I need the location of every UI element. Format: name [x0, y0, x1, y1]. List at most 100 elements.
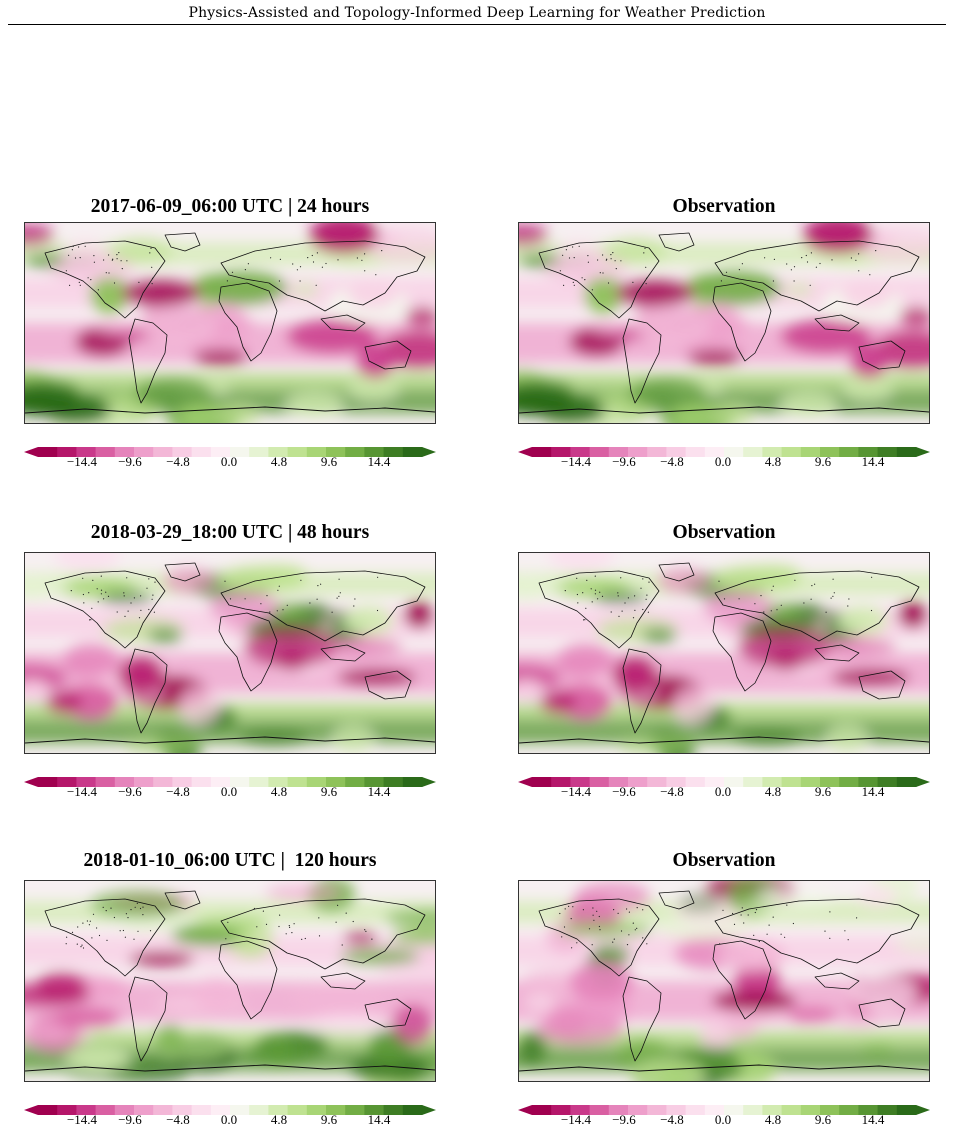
field-blob: [163, 567, 217, 595]
field-blob: [802, 223, 874, 254]
field-blob: [857, 886, 898, 906]
running-head-rule: [8, 24, 946, 25]
colorbar-tick-label: 14.4: [367, 784, 391, 799]
colorbar-tick-label: −9.6: [118, 1112, 142, 1127]
coastline-dot: [725, 271, 728, 273]
colorbar-segment: [685, 777, 706, 787]
coastline-dot: [299, 266, 302, 268]
coastline-dot: [636, 907, 638, 909]
coastline-dot: [722, 909, 724, 911]
coastline-dot: [97, 289, 99, 291]
coastline-dot: [301, 938, 303, 940]
coastline-dot: [869, 274, 871, 276]
coastline-dot: [90, 619, 92, 621]
coastline-dot: [320, 583, 322, 585]
coastline-dot: [640, 587, 642, 589]
coastline-dot: [113, 916, 115, 919]
coastline-dot: [850, 257, 852, 259]
coastline-dot: [576, 593, 578, 596]
colorbar-segment: [628, 447, 648, 457]
colorbar-extend-min: [518, 447, 532, 457]
coastline-dot: [127, 610, 129, 612]
coastline-dot: [311, 254, 313, 257]
coastline-dot: [793, 266, 796, 268]
coastline-dot: [111, 259, 113, 261]
field-blob: [657, 567, 711, 595]
coastline-dot: [758, 940, 760, 943]
colorbar-tick-label: −9.6: [612, 1112, 636, 1127]
field-blob: [701, 1017, 732, 1053]
map-field-svg: [519, 553, 929, 753]
colorbar-segment: [95, 447, 116, 457]
coastline-dot: [627, 597, 629, 599]
coastline-dot: [743, 922, 745, 924]
coastline-dot: [244, 269, 246, 271]
field-band: [25, 373, 435, 389]
coastline-dot: [858, 253, 860, 255]
coastline-dot: [642, 937, 644, 939]
coastline-dot: [594, 575, 596, 577]
field-blob: [673, 686, 715, 724]
colorbar-segment: [877, 777, 898, 787]
coastline-dot: [594, 593, 596, 595]
coastline: [320, 314, 366, 332]
colorbar-tick-label: −14.4: [66, 1112, 98, 1127]
coastline-dot: [68, 254, 70, 256]
colorbar-tick-label: 4.8: [764, 1112, 782, 1127]
coastline-dot: [154, 581, 156, 583]
coastline-dot: [134, 906, 136, 908]
coastline-dot: [606, 258, 608, 260]
coastline-dot: [793, 280, 795, 282]
coastline-dot: [152, 594, 154, 596]
coastline-dot: [224, 580, 226, 582]
colorbar-tick-label: 9.6: [814, 784, 832, 799]
coastline: [858, 998, 906, 1028]
colorbar-segment: [589, 447, 610, 457]
coastline-dot: [594, 589, 597, 591]
coastline-dot: [299, 280, 301, 282]
field-blob: [285, 392, 344, 417]
coastline-dot: [316, 598, 318, 600]
coastline-dot: [96, 588, 98, 590]
colorbar-segment: [781, 447, 802, 457]
coastline-dot: [304, 937, 306, 940]
coastline-dot: [814, 583, 816, 585]
coastline-dot: [300, 579, 302, 581]
field-blob: [90, 275, 129, 314]
coastline: [218, 940, 278, 1020]
coastline-dot: [559, 912, 561, 915]
coastline-dot: [289, 926, 291, 928]
coastline: [714, 240, 920, 312]
colorbar-segment: [724, 447, 744, 457]
field-blob: [894, 934, 929, 954]
colorbar-tick-label: −4.8: [660, 784, 684, 799]
coastline-dot: [377, 576, 379, 578]
colorbar-segment: [896, 447, 917, 457]
coastline-dot: [646, 943, 648, 945]
coastline-dot: [720, 280, 722, 282]
coastline-dot: [599, 591, 601, 593]
coastline-dot: [647, 611, 649, 613]
coastline-dot: [610, 254, 612, 256]
coastline-dot: [140, 595, 142, 597]
colorbar-segment: [191, 777, 212, 787]
field-blob: [111, 236, 174, 265]
colorbar-segment: [628, 1105, 648, 1115]
colorbar-segment: [532, 447, 552, 457]
colorbar-segment: [685, 447, 706, 457]
field-blob: [548, 553, 615, 571]
coastline-dot: [770, 610, 772, 612]
colorbar-segment: [230, 1105, 250, 1115]
coastline-dot: [74, 257, 77, 259]
coastline: [128, 318, 168, 404]
colorbar-tick-label: 0.0: [220, 454, 238, 469]
field-blob: [539, 690, 577, 714]
coastline-dot: [112, 258, 114, 260]
field-blobs: [25, 223, 435, 423]
coastline-dot: [103, 259, 105, 261]
colorbar-segment: [191, 447, 212, 457]
field-blob: [860, 1044, 895, 1057]
field-blob: [317, 636, 403, 656]
field-blob: [574, 881, 651, 913]
colorbar-segment: [114, 447, 135, 457]
